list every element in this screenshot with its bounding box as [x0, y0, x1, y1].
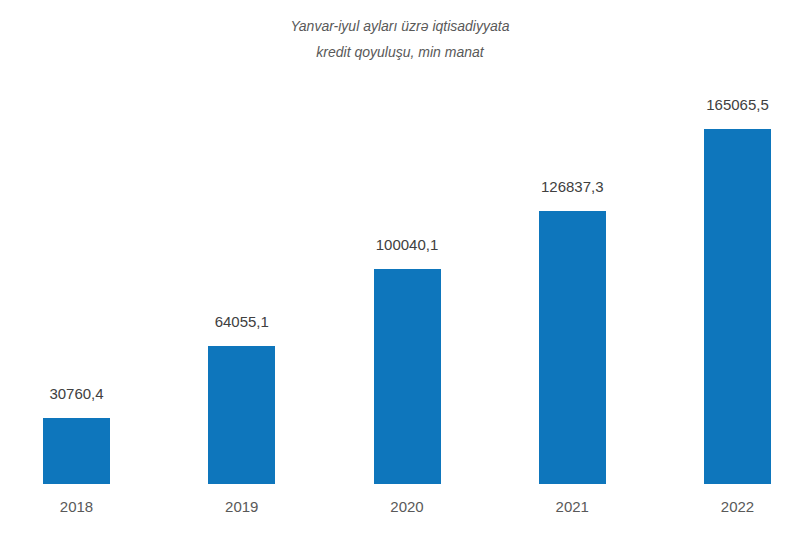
x-tick-2021: 2021: [539, 498, 606, 515]
bar-value-label: 126837,3: [541, 178, 604, 195]
plot-area: 30760,4 64055,1 100040,1 126837,3 165065,5: [43, 0, 771, 484]
bar-group-2020: 100040,1: [374, 236, 441, 484]
bar-2021: [539, 211, 606, 484]
bar-value-label: 100040,1: [376, 236, 439, 253]
bar-value-label: 30760,4: [49, 385, 103, 402]
bar-group-2019: 64055,1: [208, 313, 275, 484]
bar-value-label: 64055,1: [215, 313, 269, 330]
bar-2018: [43, 418, 110, 484]
bar-2020: [374, 269, 441, 484]
bar-group-2018: 30760,4: [43, 385, 110, 484]
bar-group-2021: 126837,3: [539, 178, 606, 484]
x-tick-2018: 2018: [43, 498, 110, 515]
x-tick-2020: 2020: [374, 498, 441, 515]
x-tick-2022: 2022: [704, 498, 771, 515]
x-tick-2019: 2019: [208, 498, 275, 515]
bar-group-2022: 165065,5: [704, 96, 771, 484]
bar-2019: [208, 346, 275, 484]
bar-value-label: 165065,5: [706, 96, 769, 113]
x-axis: 2018 2019 2020 2021 2022: [43, 498, 771, 515]
bar-chart: Yanvar-iyul ayları üzrə iqtisadiyyata kr…: [0, 0, 800, 538]
bar-2022: [704, 129, 771, 484]
